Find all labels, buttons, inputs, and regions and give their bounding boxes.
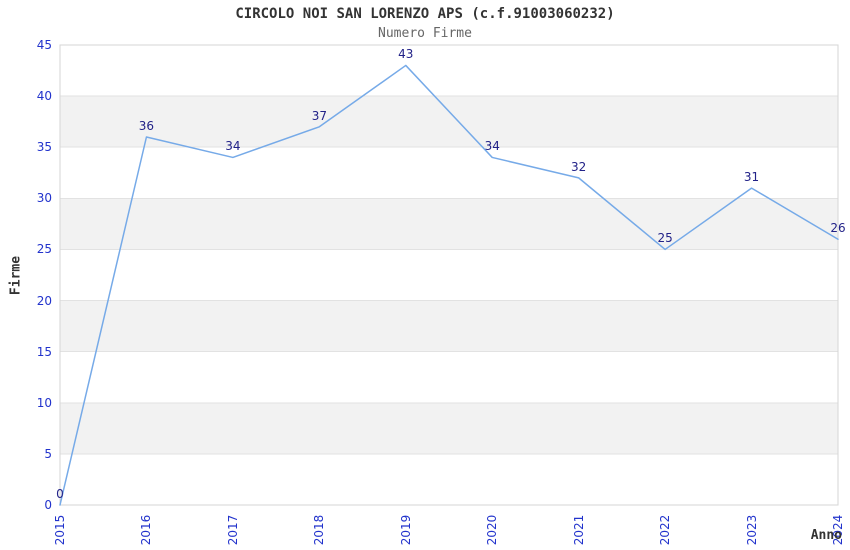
- x-tick-label: 2016: [139, 514, 154, 546]
- y-tick-label: 0: [44, 498, 52, 512]
- x-axis-title: Anno: [810, 528, 842, 543]
- data-point-label: 37: [311, 108, 327, 123]
- data-point-label: 34: [484, 139, 500, 154]
- grid-band: [60, 198, 838, 250]
- x-tick-label: 2017: [225, 514, 240, 546]
- y-tick-label: 30: [36, 191, 52, 206]
- y-tick-label: 5: [44, 446, 52, 461]
- plot-border: [59, 44, 839, 506]
- data-point-label: 25: [657, 231, 673, 246]
- data-point-label: 34: [225, 139, 241, 154]
- x-tick-label: 2015: [53, 514, 67, 546]
- x-tick-label: 2020: [485, 514, 500, 546]
- data-line: [59, 64, 839, 506]
- x-tick-label: 2023: [744, 514, 759, 546]
- y-tick-label: 35: [36, 140, 52, 155]
- x-tick-label: 2021: [571, 514, 586, 546]
- y-axis-title: Firme: [8, 255, 24, 296]
- y-tick-label: 15: [36, 344, 52, 359]
- data-point-label: 0: [56, 487, 64, 501]
- x-tick-label: 2022: [658, 514, 673, 546]
- data-point-label: 32: [571, 159, 587, 174]
- y-tick-label: 25: [36, 242, 52, 257]
- data-point-label: 26: [830, 221, 846, 236]
- data-point-label: 36: [138, 119, 155, 133]
- data-point-label: 43: [398, 47, 414, 62]
- y-tick-label: 40: [36, 89, 52, 104]
- y-tick-label: 20: [36, 293, 52, 308]
- grid-band: [60, 402, 838, 454]
- chart-subtitle: Numero Firme: [378, 26, 472, 41]
- y-tick-label: 45: [36, 38, 52, 52]
- chart-title: CIRCOLO NOI SAN LORENZO APS (c.f.9100306…: [235, 6, 615, 22]
- x-tick-label: 2018: [312, 514, 327, 546]
- data-point-label: 31: [743, 170, 760, 185]
- x-tick-label: 2019: [398, 514, 413, 546]
- y-tick-label: 10: [36, 395, 52, 410]
- grid-band: [60, 96, 838, 148]
- grid-band: [60, 300, 838, 352]
